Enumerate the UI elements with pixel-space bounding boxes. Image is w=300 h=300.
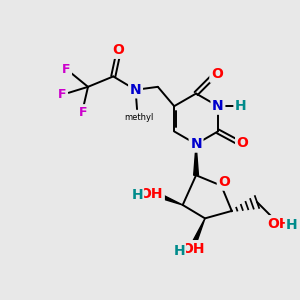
Text: O: O [237,136,249,150]
Text: OH: OH [181,242,205,256]
Text: H: H [235,99,247,113]
Polygon shape [160,194,183,205]
Text: N: N [212,99,224,113]
Polygon shape [194,144,198,175]
Text: N: N [190,137,202,151]
Polygon shape [193,218,205,243]
Text: F: F [62,63,70,76]
Text: OH: OH [267,217,290,231]
Text: N: N [130,83,141,97]
Text: O: O [218,175,230,189]
Text: OH: OH [140,187,163,201]
Text: O: O [112,43,124,57]
Text: F: F [58,88,66,101]
Text: methyl: methyl [125,113,154,122]
Text: H: H [286,218,298,232]
Text: O: O [211,67,223,81]
Text: H: H [131,188,143,202]
Text: H: H [173,244,185,258]
Text: F: F [79,106,88,118]
